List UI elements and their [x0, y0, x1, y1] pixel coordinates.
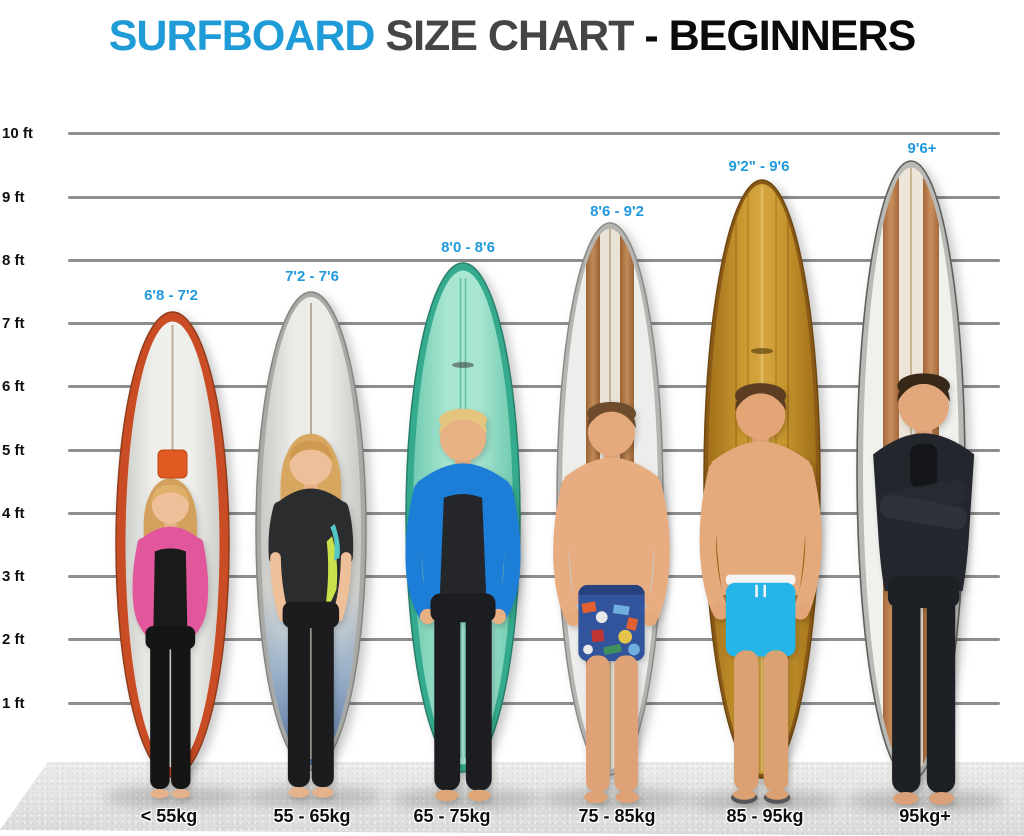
legs	[282, 601, 340, 788]
gridline-2ft	[68, 638, 1000, 641]
legs	[430, 593, 496, 791]
torso	[564, 457, 659, 605]
head	[440, 415, 486, 462]
boardshorts	[725, 574, 796, 657]
weight-label-1: < 55kg	[140, 806, 198, 826]
legs	[145, 626, 196, 790]
weight-label-2: 55 - 65kg	[273, 806, 351, 826]
weight-label-3: 65 - 75kg	[413, 806, 491, 826]
weight-label-4: 75 - 85kg	[578, 806, 656, 826]
legs	[586, 655, 638, 793]
gridline-6ft	[68, 385, 1000, 388]
head	[151, 486, 189, 524]
board-logo	[452, 362, 474, 368]
size-range-label-6: 9'6+	[907, 140, 937, 157]
weight-label-5: 85 - 95kg	[726, 806, 804, 826]
gridline-4ft	[68, 512, 1000, 515]
title-size-chart: SIZE CHART	[385, 12, 645, 60]
size-range-label-3: 8'0 - 8'6	[441, 239, 495, 256]
wetsuit	[132, 526, 209, 643]
head	[898, 380, 949, 432]
size-range-label-1: 6'8 - 7'2	[144, 287, 198, 304]
gridline-8ft	[68, 259, 1000, 262]
floor-shadow	[845, 790, 1005, 812]
title-beginners: - BEGINNERS	[644, 12, 916, 60]
head	[588, 408, 635, 456]
axis-tick-9ft: 9 ft	[2, 189, 25, 206]
axis-tick-1ft: 1 ft	[2, 695, 25, 712]
person-5-man-cyan-boardshorts	[699, 383, 822, 804]
person-6-man-black-wetsuit	[873, 373, 975, 805]
gridline-7ft	[68, 322, 1000, 325]
gridline-1ft	[68, 702, 1000, 705]
boardshorts	[578, 584, 645, 662]
weight-label-6: 95kg+	[899, 806, 951, 826]
wetsuit	[268, 488, 354, 614]
head	[289, 442, 333, 485]
floor-shadow	[686, 790, 841, 812]
legs	[887, 576, 960, 794]
floor-shadow	[390, 788, 540, 810]
title-surfboard: SURFBOARD	[108, 12, 386, 60]
gridline-5ft	[68, 449, 1000, 452]
legs	[734, 650, 789, 792]
torso	[711, 441, 810, 596]
page-title: SURFBOARD SIZE CHART - BEGINNERS	[0, 12, 1024, 61]
board-handle	[157, 449, 188, 479]
size-range-label-4: 8'6 - 9'2	[590, 203, 644, 220]
wetsuit	[873, 433, 975, 592]
axis-tick-10ft: 10 ft	[2, 125, 33, 142]
head	[736, 390, 786, 440]
axis-tick-6ft: 6 ft	[2, 378, 25, 395]
gridline-10ft	[68, 132, 1000, 135]
floor-shadow	[540, 788, 690, 810]
size-range-label-2: 7'2 - 7'6	[285, 268, 339, 285]
axis-tick-5ft: 5 ft	[2, 442, 25, 459]
person-4-man-print-boardshorts	[553, 401, 670, 804]
axis-tick-3ft: 3 ft	[2, 568, 25, 585]
gridline-9ft	[68, 196, 1000, 199]
axis-tick-4ft: 4 ft	[2, 505, 25, 522]
floor-shadow	[243, 786, 383, 808]
axis-tick-8ft: 8 ft	[2, 252, 25, 269]
wetsuit	[405, 463, 521, 621]
size-range-label-5: 9'2" - 9'6	[728, 158, 790, 175]
board-logo	[751, 348, 773, 354]
gridline-3ft	[68, 575, 1000, 578]
axis-tick-2ft: 2 ft	[2, 631, 25, 648]
person-1-woman-pink-wetsuit	[132, 478, 209, 799]
person-2-woman-black-lime-wetsuit	[268, 433, 354, 798]
axis-tick-7ft: 7 ft	[2, 315, 25, 332]
person-3-man-blue-wetsuit	[405, 408, 521, 802]
